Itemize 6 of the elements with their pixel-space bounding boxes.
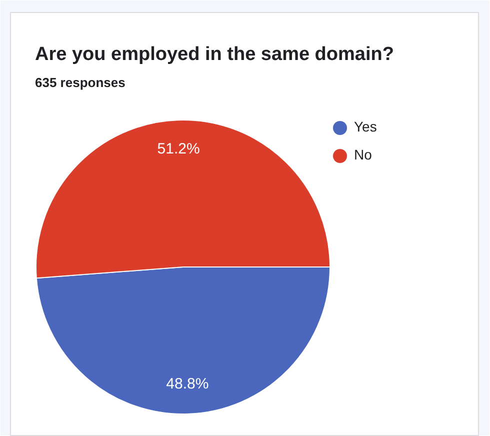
legend-label: Yes bbox=[354, 118, 377, 135]
data-label: 51.2% bbox=[157, 140, 200, 158]
legend-label: No bbox=[354, 146, 372, 163]
data-label: 48.8% bbox=[166, 375, 209, 392]
chart-title: Are you employed in the same domain? bbox=[35, 44, 394, 65]
chart-subtitle: 635 responses bbox=[35, 75, 126, 90]
